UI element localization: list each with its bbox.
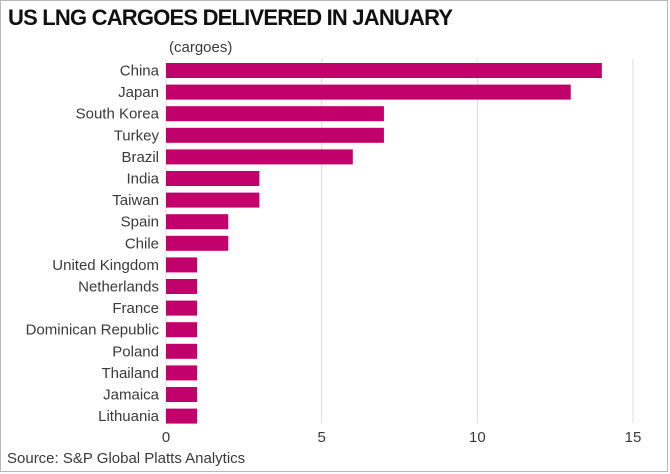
unit-label: (cargoes) [169, 39, 232, 56]
x-tick-label: 0 [162, 429, 170, 446]
category-labels: China Japan South Korea Turkey Brazil India Ta… [26, 63, 160, 426]
bar [166, 365, 198, 381]
source-note: Source: S&P Global Platts Analytics [7, 450, 246, 467]
bar [166, 149, 353, 165]
category-label: Thailand [101, 365, 159, 382]
bar [166, 257, 198, 273]
bar [166, 171, 260, 186]
bar [166, 387, 198, 402]
category-label: Turkey [114, 127, 160, 144]
bar [166, 300, 198, 316]
category-label: France [112, 300, 159, 317]
category-label: South Korea [76, 106, 160, 123]
bar [166, 214, 229, 230]
category-label: Chile [125, 235, 159, 252]
category-label: China [120, 63, 160, 80]
x-tick-label: 5 [317, 429, 325, 446]
category-label: Taiwan [112, 192, 159, 209]
bar [166, 63, 602, 78]
category-label: Netherlands [78, 279, 159, 296]
bar [166, 279, 198, 294]
category-label: Spain [121, 214, 159, 231]
x-tick-label: 15 [625, 429, 642, 446]
bar [166, 192, 260, 208]
bar [166, 322, 198, 338]
category-label: United Kingdom [52, 257, 159, 274]
category-label: Jamaica [103, 387, 160, 404]
x-tick-label: 10 [469, 429, 486, 446]
bar [166, 84, 571, 100]
category-label: Poland [112, 343, 159, 360]
category-label: Dominican Republic [26, 322, 160, 339]
chart-title: US LNG CARGOES DELIVERED IN JANUARY [8, 5, 453, 30]
bar [166, 106, 384, 122]
category-label: Japan [118, 84, 159, 101]
category-label: India [126, 171, 159, 188]
bar [166, 408, 198, 424]
bar [166, 235, 229, 251]
x-axis-tick-labels: 0 5 10 15 [162, 429, 642, 446]
category-label: Lithuania [98, 408, 160, 425]
bars [166, 63, 602, 424]
category-label: Brazil [121, 149, 159, 166]
bar [166, 343, 198, 359]
bar [166, 127, 384, 143]
